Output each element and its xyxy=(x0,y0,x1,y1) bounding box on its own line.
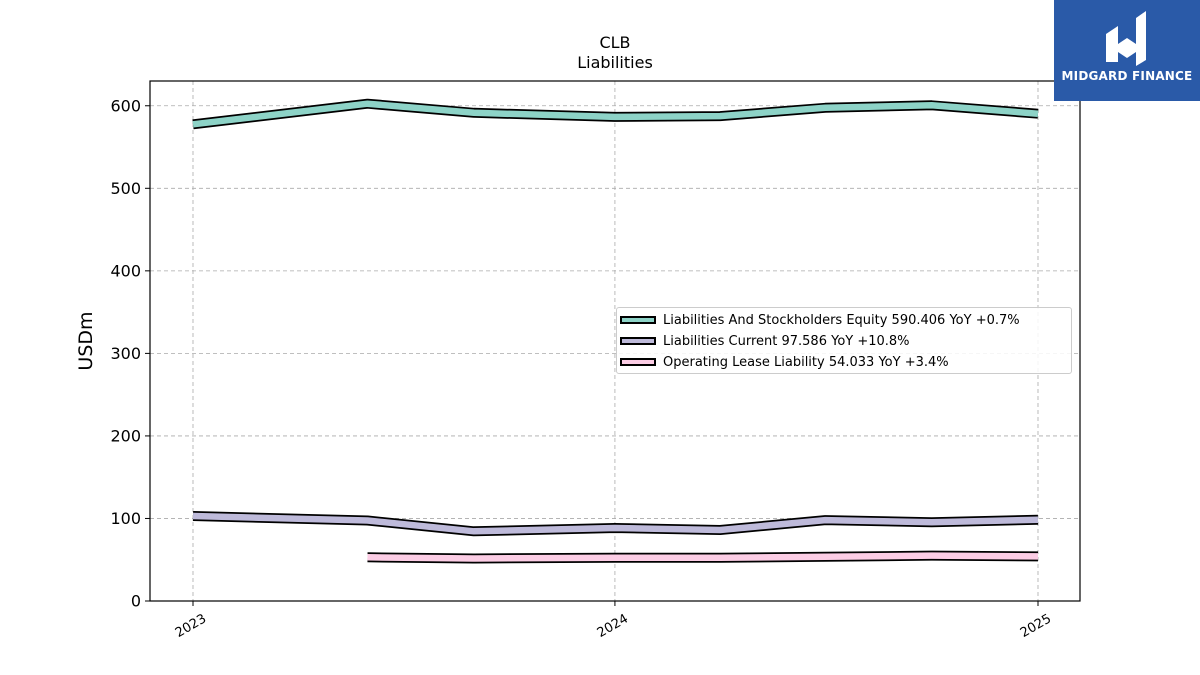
logo-text: MIDGARD FINANCE xyxy=(1061,69,1193,83)
legend-item-lease: Operating Lease Liability 54.033 YoY +3.… xyxy=(617,352,949,372)
y-tick-label: 400 xyxy=(110,261,141,280)
series-line-fill xyxy=(192,512,1039,535)
x-tick-label: 2024 xyxy=(595,611,631,641)
series-line-fill xyxy=(192,100,1039,128)
x-axis-ticks: 2023 2024 2025 xyxy=(173,601,1054,641)
y-tick-label: 300 xyxy=(110,344,141,363)
chart-title: CLB xyxy=(599,33,630,52)
legend-label-lease: Operating Lease Liability 54.033 YoY +3.… xyxy=(663,354,949,370)
grid-layer xyxy=(150,81,1080,602)
legend-swatch-lease xyxy=(620,358,656,366)
legend-label-current: Liabilities Current 97.586 YoY +10.8% xyxy=(663,333,910,349)
y-tick-label: 600 xyxy=(110,96,141,115)
chart-legend: Liabilities And Stockholders Equity 590.… xyxy=(616,307,1072,374)
y-tick-label: 500 xyxy=(110,179,141,198)
series-layer xyxy=(192,98,1039,564)
series-line-lease xyxy=(367,550,1039,564)
series-line-equity xyxy=(192,98,1039,130)
y-tick-label: 0 xyxy=(131,592,141,611)
logo-mark-icon xyxy=(1106,11,1146,66)
y-tick-label: 100 xyxy=(110,509,141,528)
x-tick-label: 2023 xyxy=(173,611,209,641)
y-tick-label: 200 xyxy=(110,426,141,445)
series-line-current xyxy=(192,511,1039,537)
legend-label-equity: Liabilities And Stockholders Equity 590.… xyxy=(663,312,1020,328)
brand-logo: MIDGARD FINANCE xyxy=(1054,0,1200,101)
legend-item-current: Liabilities Current 97.586 YoY +10.8% xyxy=(617,331,910,351)
legend-swatch-equity xyxy=(620,316,656,324)
y-axis-label: USDm xyxy=(75,311,97,370)
legend-swatch-current xyxy=(620,337,656,345)
series-line-fill xyxy=(367,552,1039,562)
y-axis-ticks: 0 100 200 300 400 500 600 xyxy=(110,96,150,611)
x-tick-label: 2025 xyxy=(1018,611,1054,641)
chart-subtitle: Liabilities xyxy=(577,53,653,72)
legend-item-equity: Liabilities And Stockholders Equity 590.… xyxy=(617,310,1020,330)
